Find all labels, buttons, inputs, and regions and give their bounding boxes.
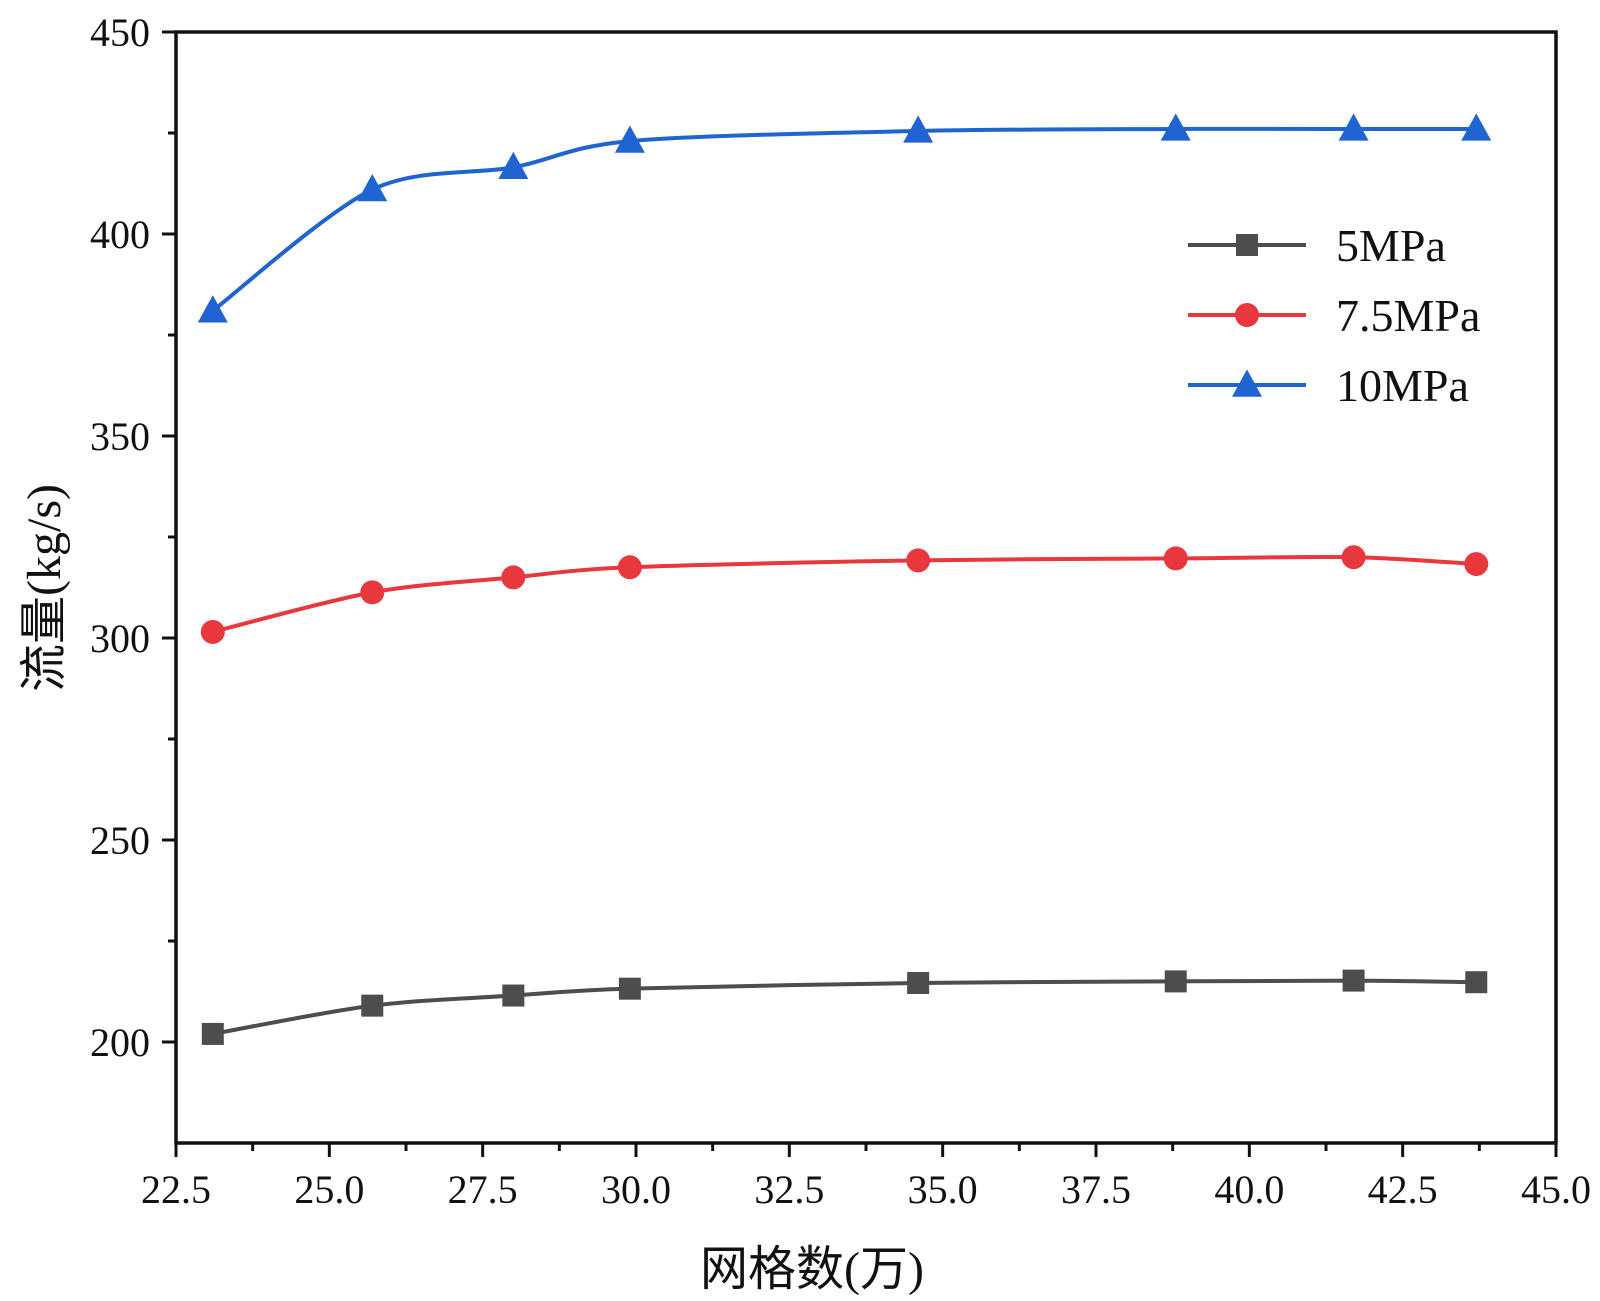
- legend-label: 10MPa: [1336, 360, 1469, 411]
- data-point-7-5mpa: [906, 548, 931, 573]
- series-10mpa: [197, 113, 1492, 323]
- data-point-7-5mpa: [200, 619, 225, 644]
- legend-entry-7-5mpa: 7.5MPa: [1188, 290, 1480, 341]
- x-tick-label: 37.5: [1061, 1167, 1131, 1212]
- y-tick-label: 200: [90, 1020, 150, 1065]
- data-point-5mpa: [1342, 969, 1365, 992]
- data-point-5mpa: [201, 1022, 224, 1045]
- x-tick-label: 30.0: [601, 1167, 671, 1212]
- data-point-5mpa: [361, 994, 384, 1017]
- legend-entry-10mpa: 10MPa: [1188, 360, 1469, 411]
- x-tick-label: 25.0: [294, 1167, 364, 1212]
- x-axis-title: 网格数(万): [700, 1243, 924, 1296]
- x-tick-label: 32.5: [754, 1167, 824, 1212]
- series-line-10mpa: [211, 126, 1477, 313]
- y-axis-title: 流量(kg/s): [18, 484, 71, 692]
- x-tick-label: 22.5: [141, 1167, 211, 1212]
- legend-entry-5mpa: 5MPa: [1188, 220, 1446, 271]
- data-point-10mpa: [498, 151, 529, 180]
- data-point-5mpa: [1164, 970, 1187, 993]
- data-point-5mpa: [907, 972, 930, 995]
- data-point-10mpa: [197, 295, 228, 323]
- y-tick-label: 450: [90, 10, 150, 55]
- data-point-7-5mpa: [1163, 546, 1188, 571]
- y-tick-label: 400: [90, 212, 150, 257]
- data-point-7-5mpa: [360, 580, 385, 605]
- data-point-10mpa: [614, 125, 645, 153]
- legend-marker: [1232, 369, 1262, 397]
- x-tick-label: 40.0: [1214, 1167, 1284, 1212]
- plot-frame: [174, 30, 1558, 1145]
- x-tick-label: 45.0: [1521, 1167, 1591, 1212]
- x-tick-label: 35.0: [908, 1167, 978, 1212]
- series-line-7-5mpa: [212, 554, 1477, 634]
- legend-label: 7.5MPa: [1336, 290, 1480, 341]
- data-point-5mpa: [1465, 971, 1488, 994]
- y-tick-label: 250: [90, 818, 150, 863]
- data-point-7-5mpa: [501, 565, 526, 590]
- data-point-10mpa: [357, 173, 388, 202]
- data-point-7-5mpa: [617, 555, 642, 580]
- data-point-10mpa: [1338, 113, 1369, 141]
- data-point-10mpa: [1160, 113, 1191, 141]
- x-tick-label: 27.5: [448, 1167, 518, 1212]
- data-point-10mpa: [1461, 113, 1492, 141]
- data-point-7-5mpa: [1341, 545, 1366, 570]
- tick-labels: 22.5 25.0 27.5 30.0 32.5 35.0 37.5 40.0 42.5 45.0…: [90, 10, 1591, 1212]
- data-point-10mpa: [903, 115, 934, 143]
- legend: 5MPa 7.5MPa 10MPa: [1188, 220, 1480, 411]
- legend-label: 5MPa: [1336, 220, 1446, 271]
- y-tick-label: 350: [90, 414, 150, 459]
- data-point-7-5mpa: [1464, 552, 1489, 577]
- series-7-5mpa: [200, 545, 1489, 644]
- legend-marker: [1235, 303, 1259, 327]
- series-layer: [197, 113, 1492, 1045]
- data-point-5mpa: [618, 977, 641, 1000]
- series-line-5mpa: [212, 978, 1477, 1036]
- legend-marker: [1236, 234, 1258, 256]
- y-tick-label: 300: [90, 616, 150, 661]
- series-5mpa: [201, 969, 1488, 1045]
- data-point-5mpa: [502, 984, 525, 1007]
- x-tick-label: 42.5: [1368, 1167, 1438, 1212]
